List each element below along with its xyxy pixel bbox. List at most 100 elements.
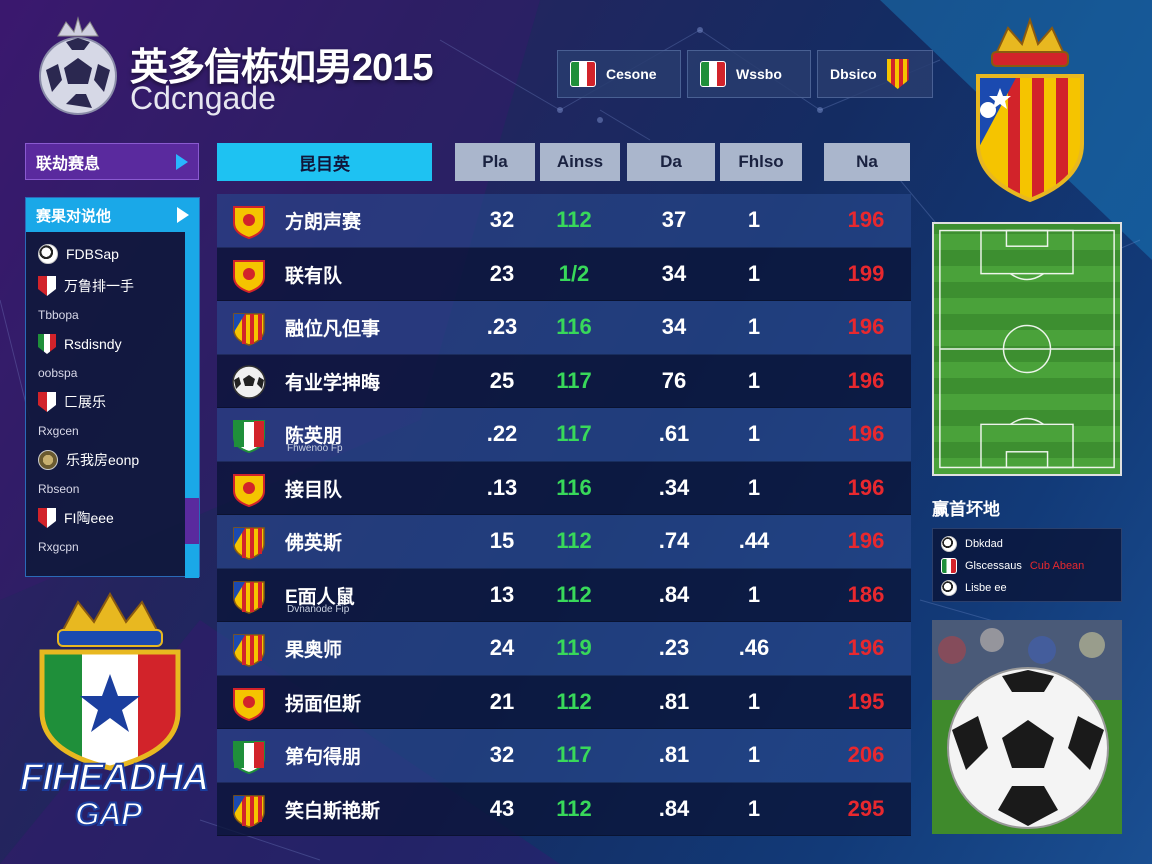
table-row[interactable]: E面人鼠 Dvnanode Fip 13 112 .84 1 186 (217, 568, 911, 622)
table-row[interactable]: 拐面但斯 21 112 .81 1 195 (217, 675, 911, 729)
sidebar-panel: 赛果对说他 FDBSap 万鲁排一手 Tbbopa Rsdisndy oobsp… (25, 197, 200, 578)
column-header-pla[interactable]: Pla (455, 143, 535, 181)
italy-flag-icon (700, 61, 726, 87)
yellow-crest-icon (233, 687, 265, 721)
cell-pla: 15 (489, 528, 515, 553)
table-row[interactable]: 融位凡但事 .23 116 34 1 196 (217, 301, 911, 355)
header-tabs: Cesone Wssbo Dbsico (557, 50, 933, 98)
sidebar-item-sub: Rxgcpn (38, 540, 79, 554)
team-name: 陈英朋 (285, 426, 343, 447)
header-tab-1[interactable]: Cesone (557, 50, 681, 98)
team-name: E面人鼠 (285, 586, 355, 608)
cell-da: 76 (661, 367, 687, 393)
table-row[interactable]: 第句得朋 32 117 .81 1 206 (217, 729, 911, 783)
sidebar-item-label: FDBSap (66, 246, 119, 262)
cell-na: 196 (847, 367, 885, 393)
sidebar-item[interactable]: 乐我房eonp (38, 448, 199, 472)
cell-pla: .13 (486, 474, 518, 500)
cell-ainss: 112 (556, 795, 592, 821)
cell-fhlso: 1 (747, 421, 761, 446)
cell-ainss: 119 (556, 635, 592, 660)
cell-ainss: 117 (556, 367, 592, 393)
cell-da: .81 (658, 742, 690, 767)
table-row[interactable]: 方朗声赛 32 112 37 1 196 (217, 194, 911, 248)
cell-fhlso: 1 (747, 474, 761, 500)
right-panel-title: 赢首坏地 (932, 500, 1000, 519)
sidebar-item-sub: oobspa (38, 366, 78, 380)
yellow-crest-icon (233, 473, 265, 507)
sidebar-item-label: 匚展乐 (64, 394, 106, 410)
column-header-fhlso[interactable]: Fhlso (720, 143, 802, 181)
team-name: 接目队 (285, 479, 343, 501)
cell-na: 196 (847, 528, 885, 553)
legend-label: Lisbe ee (965, 582, 1007, 594)
cell-fhlso: 1 (747, 581, 761, 607)
red-shield-icon (38, 276, 56, 296)
legend-item[interactable]: Dbkdad (941, 533, 1113, 555)
table-row[interactable]: 果奥师 24 119 .23 .46 196 (217, 622, 911, 676)
cell-pla: 13 (489, 581, 515, 607)
cell-pla: 25 (489, 367, 515, 393)
table-row[interactable]: 佛英斯 15 112 .74 .44 196 (217, 515, 911, 569)
sidebar-header[interactable]: 联劫赛息 (25, 143, 199, 180)
team-name: 佛英斯 (285, 533, 343, 554)
spain-flag-icon (886, 59, 909, 89)
soccer-ball-icon (38, 244, 58, 264)
team-name: 有业学抻晦 (285, 372, 381, 394)
sidebar-item[interactable]: 万鲁排一手 (38, 274, 199, 298)
sidebar-item[interactable]: FI陶eee (38, 506, 199, 530)
legend-item[interactable]: Lisbe ee (941, 577, 1113, 599)
legend-extra: Cub Abean (1029, 560, 1085, 572)
team-subtitle: Dvnanode Fip (287, 603, 350, 615)
sidebar-header-label: 联劫赛息 (36, 155, 101, 173)
sidebar-panel-header[interactable]: 赛果对说他 (26, 198, 199, 232)
sidebar-item[interactable]: Rsdisndy (38, 332, 199, 356)
cell-fhlso: .46 (738, 635, 770, 660)
cell-ainss: 116 (556, 474, 592, 500)
spain-crest-icon (233, 794, 265, 828)
legend-label: Dbkdad (965, 538, 1003, 550)
team-name: 果奥师 (285, 640, 343, 661)
cell-na: 196 (847, 474, 885, 500)
cell-fhlso: 1 (747, 314, 761, 339)
cell-pla: 32 (489, 207, 515, 232)
table-row[interactable]: 联有队 23 1/2 34 1 199 (217, 247, 911, 301)
sidebar-item-label: FI陶eee (64, 510, 114, 526)
table-row[interactable]: 有业学抻晦 25 117 76 1 196 (217, 354, 911, 408)
header-tab-3[interactable]: Dbsico (817, 50, 933, 98)
italy-crest-icon (233, 420, 265, 453)
header-tab-label: Cesone (606, 66, 657, 82)
column-header-ainss[interactable]: Ainss (540, 143, 620, 181)
cell-ainss: 112 (556, 688, 592, 714)
team-subtitle: Fhwenoo Fp (287, 443, 343, 454)
sidebar-item-label: 万鲁排一手 (64, 278, 134, 294)
cell-fhlso: 1 (747, 207, 761, 232)
italy-flag-icon (570, 61, 596, 87)
cell-ainss: 117 (556, 421, 592, 446)
standings-table: 方朗声赛 32 112 37 1 196 联有队 23 1/2 34 1 199… (217, 194, 911, 836)
column-header-na[interactable]: Na (824, 143, 910, 181)
cell-da: 37 (661, 207, 687, 232)
sidebar-item-label: Rsdisndy (64, 336, 122, 352)
team-name: 联有队 (285, 265, 343, 287)
cell-ainss: 116 (556, 314, 592, 339)
sidebar-item[interactable]: 匚展乐 (38, 390, 199, 414)
table-row[interactable]: 接目队 .13 116 .34 1 196 (217, 461, 911, 515)
table-row[interactable]: 陈英朋 Fhwenoo Fp .22 117 .61 1 196 (217, 408, 911, 462)
sidebar-item[interactable]: FDBSap (38, 242, 199, 266)
sidebar-scrollbar[interactable] (185, 232, 199, 578)
column-header-da[interactable]: Da (627, 143, 715, 181)
header-tab-2[interactable]: Wssbo (687, 50, 811, 98)
legend-label: Glscessaus (965, 560, 1022, 572)
sidebar-item-sub: Rbseon (38, 482, 80, 496)
club-crest-icon (976, 16, 1084, 203)
cell-ainss: 117 (556, 742, 592, 767)
play-arrow-icon (177, 207, 189, 223)
spain-crest-icon (233, 313, 265, 346)
cell-fhlso: 1 (747, 742, 761, 767)
cell-pla: 23 (489, 260, 515, 286)
legend-item[interactable]: Glscessaus Cub Abean (941, 555, 1113, 577)
table-row[interactable]: 笑白斯艳斯 43 112 .84 1 295 (217, 782, 911, 836)
sidebar-scrollbar-thumb[interactable] (185, 498, 199, 544)
column-header-team[interactable]: 昆目英 (217, 143, 432, 181)
